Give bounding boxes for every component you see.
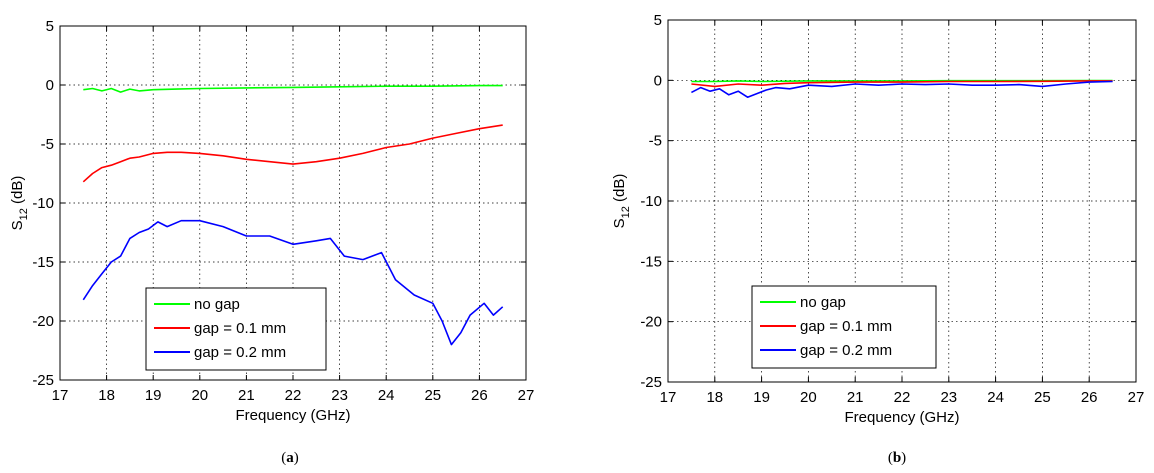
y-label-unit: (dB)	[611, 174, 628, 207]
legend-label: gap = 0.2 mm	[194, 344, 286, 361]
caption-letter: b	[893, 450, 901, 466]
x-tick-label: 21	[847, 389, 864, 406]
x-tick-label: 18	[98, 387, 115, 404]
legend-label: no gap	[800, 294, 846, 311]
axes-box	[667, 19, 1137, 383]
x-tick-label: 19	[145, 387, 162, 404]
y-tick-label: -5	[41, 136, 54, 153]
chart-panel-b: 17 18 19 20 21 22 23 24 25 26 27 5 0 -5 -10 -15 -20 -25 Fr…	[611, 12, 1144, 466]
x-axis-label: Frequency (GHz)	[844, 409, 959, 426]
x-tick-label: 24	[378, 387, 395, 404]
chart-panel-a: 17 18 19 20 21 22 23 24 25 26 27 5 0 -5 -10 -15 -20 -25 Fr…	[9, 18, 534, 466]
y-tick-label: -20	[32, 313, 54, 330]
x-tick-label: 27	[518, 387, 535, 404]
x-tick-label: 25	[424, 387, 441, 404]
y-tick-label: 0	[46, 77, 54, 94]
x-tick-label: 17	[52, 387, 69, 404]
legend-label: no gap	[194, 296, 240, 313]
y-label-main: S	[9, 220, 26, 230]
axes-box	[59, 25, 527, 381]
y-label-main: S	[611, 218, 628, 228]
x-tick-label: 24	[987, 389, 1004, 406]
series-line	[82, 219, 504, 346]
y-tick-label: -10	[32, 195, 54, 212]
caption-open: (	[888, 450, 893, 466]
y-label-unit: (dB)	[9, 176, 26, 209]
caption-close: )	[901, 450, 906, 466]
x-tick-label: 20	[800, 389, 817, 406]
panel-caption: (b)	[888, 450, 906, 466]
y-tick-label: -25	[32, 372, 54, 389]
caption-open: (	[281, 450, 286, 466]
panel-caption: (a)	[281, 450, 299, 466]
x-tick-label: 22	[894, 389, 911, 406]
x-tick-label: 25	[1034, 389, 1051, 406]
caption-close: )	[294, 450, 299, 466]
x-tick-label: 27	[1128, 389, 1145, 406]
y-tick-label: -15	[32, 254, 54, 271]
x-tick-label: 26	[471, 387, 488, 404]
y-tick-label: -5	[649, 133, 662, 150]
x-tick-label: 20	[191, 387, 208, 404]
y-axis-label: S12 (dB)	[611, 174, 632, 229]
y-tick-label: -15	[640, 253, 662, 270]
y-axis-label: S12 (dB)	[9, 176, 30, 231]
x-axis-label: Frequency (GHz)	[235, 407, 350, 424]
legend-label: gap = 0.2 mm	[800, 342, 892, 359]
x-tick-label: 23	[331, 387, 348, 404]
series-line	[691, 80, 1113, 98]
x-tick-label: 18	[706, 389, 723, 406]
x-tick-label: 26	[1081, 389, 1098, 406]
y-label-subscript: 12	[620, 206, 632, 218]
x-tick-label: 23	[940, 389, 957, 406]
x-tick-label: 22	[285, 387, 302, 404]
x-tick-label: 17	[660, 389, 677, 406]
y-tick-label: -10	[640, 193, 662, 210]
y-tick-label: -20	[640, 314, 662, 331]
series-line	[83, 84, 503, 93]
legend-label: gap = 0.1 mm	[800, 318, 892, 335]
y-tick-label: 5	[654, 12, 662, 29]
legend-label: gap = 0.1 mm	[194, 320, 286, 337]
caption-letter: a	[286, 450, 294, 466]
x-tick-label: 19	[753, 389, 770, 406]
y-label-subscript: 12	[18, 208, 30, 220]
x-tick-label: 21	[238, 387, 255, 404]
series-line	[691, 80, 1113, 88]
y-tick-label: 5	[46, 18, 54, 35]
y-tick-label: 0	[654, 72, 662, 89]
series-line	[82, 124, 503, 183]
y-tick-label: -25	[640, 374, 662, 391]
